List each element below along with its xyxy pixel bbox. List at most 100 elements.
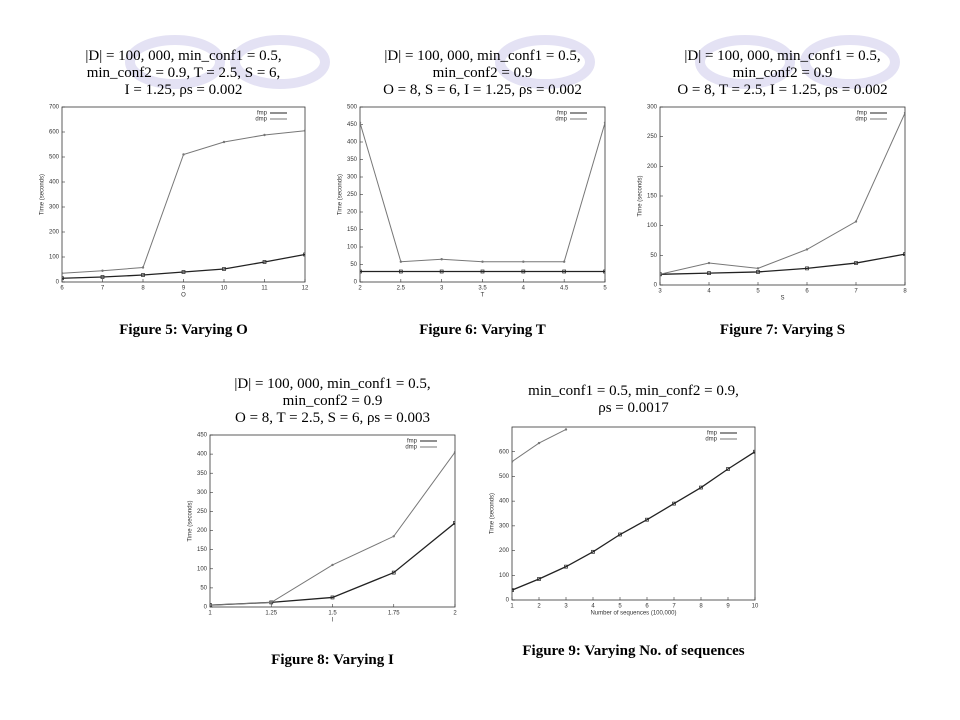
point-marker bbox=[903, 252, 905, 256]
y-tick-label: 250 bbox=[197, 509, 208, 515]
point-marker bbox=[62, 272, 64, 275]
plot-frame bbox=[61, 106, 306, 283]
y-tick-label: 100 bbox=[49, 255, 60, 261]
y-tick-label: 0 bbox=[506, 598, 510, 604]
point-marker bbox=[222, 267, 226, 271]
x-tick-label: 6 bbox=[60, 286, 64, 292]
y-tick-label: 250 bbox=[647, 134, 658, 140]
y-tick-label: 700 bbox=[49, 105, 60, 111]
point-marker bbox=[521, 269, 526, 274]
y-tick-label: 500 bbox=[347, 105, 358, 111]
point-marker bbox=[480, 269, 485, 274]
x-tick-label: 3 bbox=[440, 286, 444, 292]
y-tick-label: 200 bbox=[647, 164, 658, 170]
point-marker bbox=[562, 260, 566, 263]
y-tick-label: 450 bbox=[197, 433, 208, 439]
x-tick-label: 10 bbox=[221, 286, 228, 292]
y-tick-label: 300 bbox=[197, 490, 208, 496]
point-marker bbox=[62, 276, 64, 281]
point-marker bbox=[522, 260, 525, 263]
legend-label: fmp bbox=[557, 111, 568, 117]
x-tick-label: 5 bbox=[618, 604, 622, 610]
y-tick-label: 500 bbox=[49, 155, 60, 161]
point-marker bbox=[100, 275, 105, 279]
y-tick-label: 0 bbox=[204, 605, 208, 611]
chart: |D| = 100, 000, min_conf1 = 0.5,min_conf… bbox=[638, 48, 908, 338]
y-tick-label: 150 bbox=[647, 194, 658, 200]
point-marker bbox=[564, 564, 568, 569]
series-line bbox=[62, 130, 305, 274]
legend-label: fmp bbox=[257, 111, 268, 117]
y-tick-label: 200 bbox=[197, 528, 208, 534]
legend-label: fmp bbox=[857, 111, 868, 117]
series-line bbox=[62, 253, 305, 279]
point-marker bbox=[726, 467, 730, 471]
y-tick-label: 400 bbox=[499, 499, 510, 505]
point-marker bbox=[672, 501, 676, 506]
point-marker bbox=[707, 271, 711, 275]
series-group bbox=[360, 121, 605, 274]
plot-frame bbox=[659, 106, 906, 286]
y-tick-label: 400 bbox=[347, 140, 358, 146]
legend-label: dmp bbox=[255, 117, 267, 123]
point-marker bbox=[512, 588, 514, 592]
x-tick-label: 1.5 bbox=[328, 611, 337, 617]
x-tick-label: 9 bbox=[182, 286, 186, 292]
point-marker bbox=[537, 577, 541, 581]
series-line bbox=[210, 451, 455, 606]
chart: |D| = 100, 000, min_conf1 = 0.5,min_conf… bbox=[40, 48, 309, 338]
x-tick-label: 6 bbox=[645, 604, 649, 610]
point-marker bbox=[303, 129, 305, 132]
chart-title: O = 8, T = 2.5, S = 6, ρs = 0.003 bbox=[235, 410, 430, 426]
y-tick-label: 600 bbox=[49, 130, 60, 136]
y-tick-label: 200 bbox=[49, 230, 60, 236]
point-marker bbox=[481, 260, 484, 263]
plot-frame bbox=[209, 434, 456, 608]
point-marker bbox=[182, 153, 185, 156]
point-marker bbox=[303, 252, 305, 257]
point-marker bbox=[645, 517, 649, 522]
x-axis-label: O bbox=[181, 293, 186, 299]
x-tick-label: 6 bbox=[805, 289, 809, 295]
x-tick-label: 3 bbox=[564, 604, 568, 610]
point-marker bbox=[699, 485, 703, 490]
x-tick-label: 1 bbox=[208, 611, 212, 617]
series-line bbox=[660, 253, 905, 275]
y-tick-label: 150 bbox=[197, 547, 208, 553]
x-tick-label: 1.75 bbox=[388, 611, 400, 617]
chart: |D| = 100, 000, min_conf1 = 0.5,min_conf… bbox=[338, 48, 608, 338]
chart-title: O = 8, T = 2.5, I = 1.25, ρs = 0.002 bbox=[677, 82, 887, 98]
x-axis-label: Number of sequences (100,000) bbox=[590, 611, 676, 617]
y-axis-label: Time (seconds) bbox=[638, 175, 644, 216]
point-marker bbox=[181, 270, 186, 274]
point-marker bbox=[805, 248, 809, 251]
x-axis-label: T bbox=[481, 293, 485, 299]
x-axis-label: I bbox=[332, 618, 334, 624]
point-marker bbox=[440, 258, 443, 261]
point-marker bbox=[270, 601, 273, 604]
y-tick-label: 50 bbox=[350, 262, 357, 268]
chart-title: ρs = 0.0017 bbox=[598, 400, 669, 416]
point-marker bbox=[756, 267, 760, 270]
point-marker bbox=[660, 273, 662, 276]
x-tick-label: 9 bbox=[726, 604, 730, 610]
point-marker bbox=[564, 428, 568, 431]
point-marker bbox=[398, 269, 403, 274]
caption: Figure 9: Varying No. of sequences bbox=[522, 643, 744, 659]
y-tick-label: 300 bbox=[647, 105, 658, 111]
y-tick-label: 400 bbox=[49, 180, 60, 186]
chart-title: |D| = 100, 000, min_conf1 = 0.5, bbox=[85, 48, 281, 64]
point-marker bbox=[330, 595, 335, 600]
x-tick-label: 10 bbox=[752, 604, 759, 610]
point-marker bbox=[707, 261, 711, 265]
x-tick-label: 7 bbox=[672, 604, 676, 610]
point-marker bbox=[210, 603, 212, 607]
y-axis-label: Time (seconds) bbox=[188, 500, 194, 541]
series-group bbox=[660, 111, 905, 277]
x-tick-label: 2 bbox=[358, 286, 362, 292]
caption: Figure 6: Varying T bbox=[419, 322, 546, 338]
x-axis-label: S bbox=[780, 296, 784, 302]
y-tick-label: 200 bbox=[347, 210, 358, 216]
